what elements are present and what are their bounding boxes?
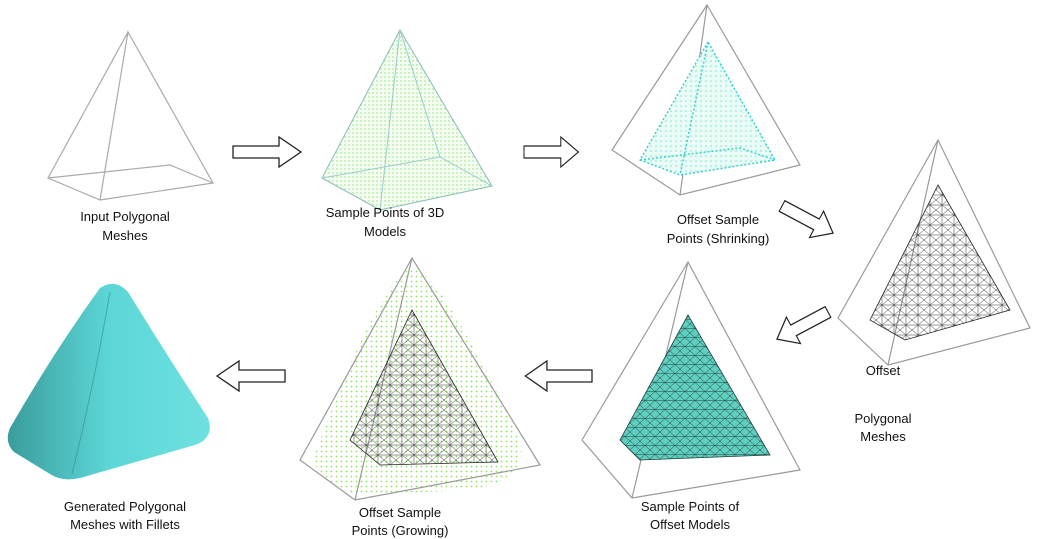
label: Meshes: [860, 429, 906, 444]
label: Offset: [866, 363, 901, 378]
label: Polygonal: [854, 411, 911, 426]
arrow: [524, 360, 593, 392]
arrow: [232, 136, 302, 168]
arrow: [774, 192, 841, 248]
arrow: [523, 136, 580, 168]
arrow: [769, 298, 836, 354]
label: Generated Polygonal: [64, 499, 186, 514]
arrow: [216, 360, 286, 392]
label: Sample Points of 3D: [326, 205, 445, 220]
sample-points: [321, 28, 493, 211]
label: Points (Shrinking): [667, 231, 770, 246]
label: Models: [364, 224, 406, 239]
offset-growing: [299, 256, 541, 501]
label: Offset Sample: [677, 212, 759, 227]
label: Offset Sample: [359, 505, 441, 520]
filleted-mesh: [7, 283, 210, 480]
offset-shrinking: [611, 3, 801, 196]
label: Meshes: [102, 228, 148, 243]
input-mesh: [47, 30, 214, 201]
label: Offset Models: [650, 517, 730, 532]
label: Sample Points of: [641, 499, 740, 514]
label: Meshes with Fillets: [70, 517, 180, 532]
offset-mesh: [837, 138, 1031, 366]
label: Input Polygonal: [80, 209, 170, 224]
label: Points (Growing): [352, 523, 449, 538]
offset-samples: [581, 260, 801, 499]
